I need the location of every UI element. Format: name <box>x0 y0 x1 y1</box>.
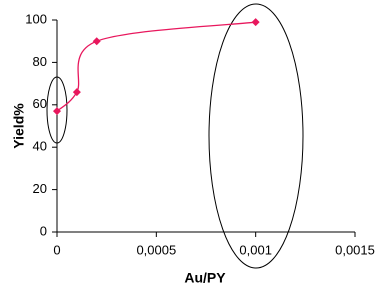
data-point <box>72 88 81 97</box>
x-tick-label: 0 <box>53 242 60 257</box>
y-tick-label: 60 <box>33 96 47 111</box>
x-tick-label: 0,0015 <box>335 242 375 257</box>
y-tick-label: 80 <box>33 54 47 69</box>
y-tick-label: 40 <box>33 139 47 154</box>
y-tick-label: 0 <box>40 223 47 238</box>
annotation-ellipse <box>208 3 304 269</box>
y-tick-label: 100 <box>25 11 47 26</box>
data-point <box>92 37 101 46</box>
series-line <box>56 21 256 112</box>
x-axis-title: Au/PY <box>184 270 226 286</box>
x-tick-label: 0,001 <box>239 242 272 257</box>
annotation-ellipse <box>46 76 68 144</box>
x-tick-label: 0,0005 <box>136 242 176 257</box>
data-point <box>251 18 260 27</box>
data-point <box>53 107 61 116</box>
y-tick-label: 20 <box>33 181 47 196</box>
y-axis-title: Yield% <box>11 103 27 149</box>
